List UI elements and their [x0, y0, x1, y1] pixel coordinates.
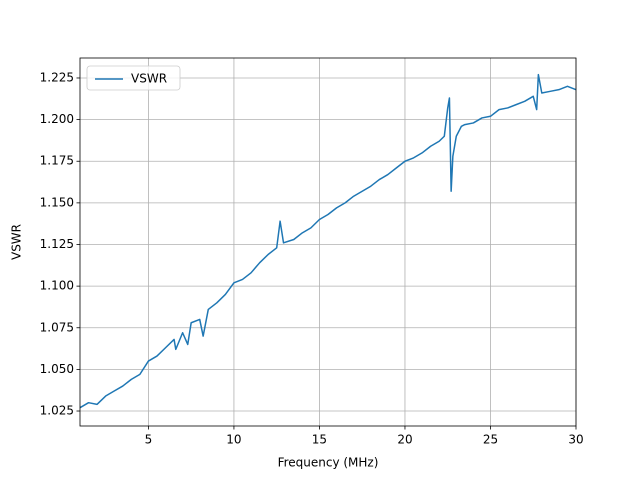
y-tick-label: 1.200 [40, 112, 74, 126]
y-tick-label: 1.125 [40, 237, 74, 251]
y-tick-label: 1.075 [40, 320, 74, 334]
x-tick-label: 30 [568, 433, 583, 447]
legend-label: VSWR [131, 72, 167, 86]
x-tick-label: 10 [226, 433, 241, 447]
y-tick-label: 1.050 [40, 362, 74, 376]
y-tick-label: 1.150 [40, 195, 74, 209]
y-tick-label: 1.025 [40, 404, 74, 418]
y-tick-label: 1.225 [40, 70, 74, 84]
x-tick-label: 15 [312, 433, 327, 447]
data-line [79, 73, 577, 409]
x-tick-label: 5 [145, 433, 153, 447]
x-axis-label: Frequency (MHz) [278, 456, 379, 470]
x-tick-label: 25 [483, 433, 498, 447]
y-tick-label: 1.175 [40, 154, 74, 168]
legend-box [86, 65, 181, 91]
y-tick-label: 1.100 [40, 279, 74, 293]
y-axis-label: VSWR [10, 224, 24, 260]
plot-frame [79, 57, 577, 427]
x-tick-label: 20 [397, 433, 412, 447]
